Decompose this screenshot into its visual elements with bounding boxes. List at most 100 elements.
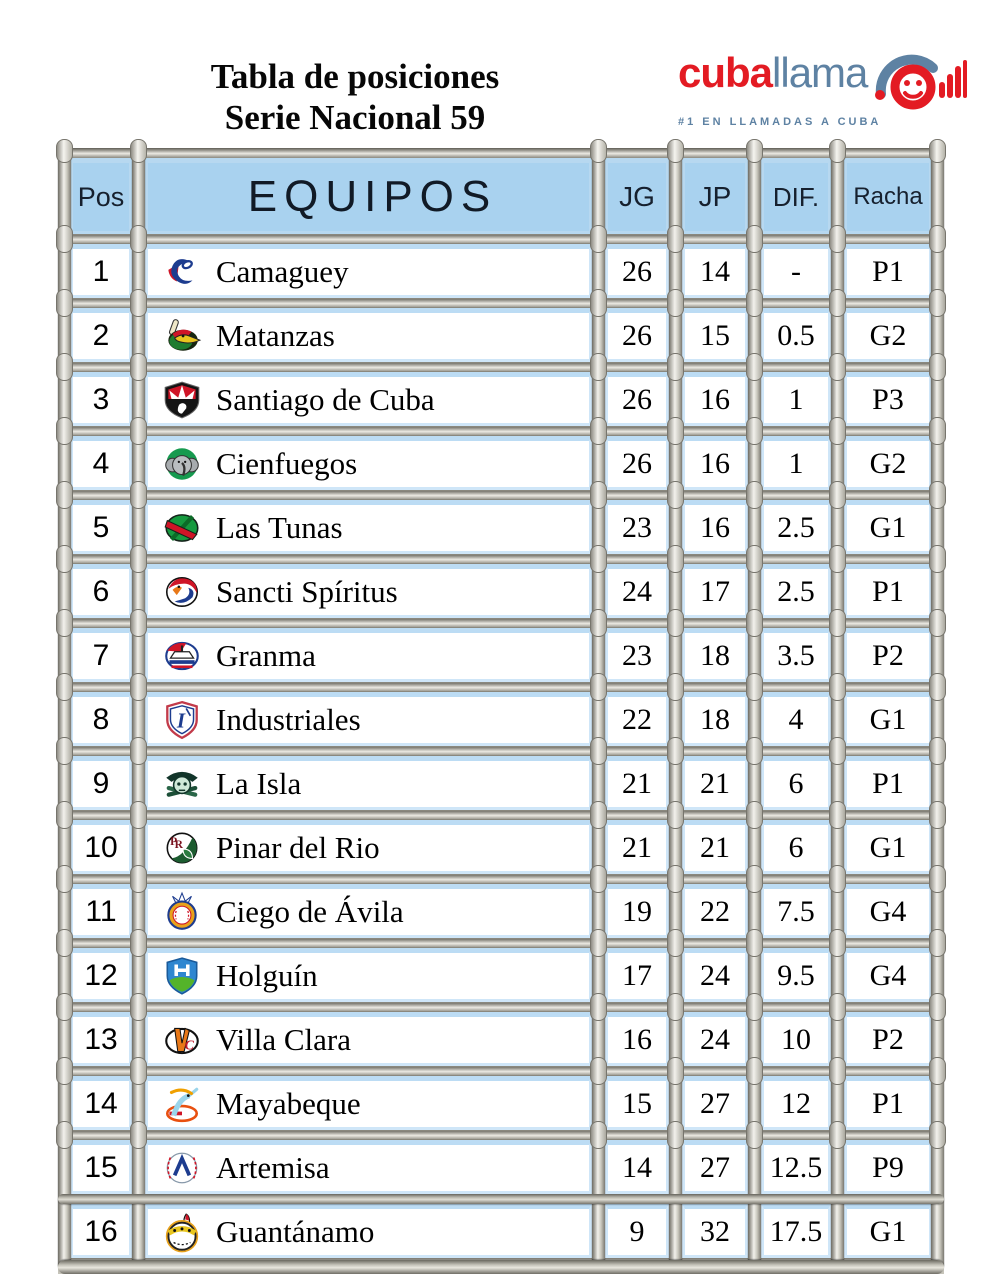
cuballama-smiley-icon: [875, 54, 968, 110]
jp-value: 27: [700, 1151, 730, 1184]
title-line1: Tabla de posiciones: [210, 57, 500, 96]
row-separator: [58, 490, 944, 500]
table-row: 13 C Villa Clara 16 24 10 P2: [70, 1012, 932, 1066]
team-name: Granma: [216, 638, 316, 673]
pos-value: 7: [92, 639, 110, 672]
team-name: Artemisa: [216, 1150, 330, 1185]
jp-value: 14: [700, 255, 730, 288]
jp-value: 22: [700, 895, 730, 928]
dif-value: 3.5: [777, 639, 815, 672]
pos-value: 9: [92, 767, 110, 800]
jg-value: 21: [622, 767, 652, 800]
header-pos: Pos: [77, 181, 125, 212]
jp-value: 16: [700, 383, 730, 416]
villaclara-logo-icon: C: [165, 1027, 199, 1055]
dif-value: 2.5: [777, 511, 815, 544]
jg-value: 26: [622, 319, 652, 352]
cuballama-wordmark: cuballama: [678, 49, 868, 97]
dif-value: 10: [781, 1023, 811, 1056]
pos-value: 8: [92, 703, 110, 736]
table-header-row: Pos EQUIPOS JG JP DIF. Racha: [70, 158, 932, 234]
jp-value: 18: [700, 703, 730, 736]
racha-value: P1: [872, 255, 904, 288]
jp-value: 16: [700, 447, 730, 480]
jg-value: 15: [622, 1087, 652, 1120]
wordmark-llama: llama: [772, 49, 868, 96]
frame-top-bar: [58, 148, 944, 158]
frame-pipe: [130, 139, 147, 1268]
svg-text:I: I: [176, 708, 186, 732]
holguin-logo-icon: [166, 957, 198, 995]
guantanamo-logo-icon: [165, 1213, 199, 1253]
team-name: Matanzas: [216, 318, 335, 353]
jg-value: 22: [622, 703, 652, 736]
pos-value: 15: [84, 1151, 118, 1184]
table-row: 4 Cienfuegos 26 16 1 G2: [70, 436, 932, 490]
jp-value: 24: [700, 1023, 730, 1056]
racha-value: G4: [869, 959, 907, 992]
frame-pipe: [829, 139, 846, 1268]
racha-value: P2: [872, 639, 904, 672]
racha-value: G1: [869, 1215, 907, 1248]
jp-value: 21: [700, 767, 730, 800]
row-separator: [58, 234, 944, 244]
team-name: Santiago de Cuba: [216, 382, 435, 417]
jp-value: 16: [700, 511, 730, 544]
dif-value: 6: [788, 831, 804, 864]
jp-value: 18: [700, 639, 730, 672]
racha-value: P9: [872, 1151, 904, 1184]
team-name: La Isla: [216, 766, 302, 801]
wordmark-cuba: cuba: [678, 49, 773, 96]
racha-value: P3: [872, 383, 904, 416]
row-separator-thick: [58, 1194, 944, 1204]
row-separator: [58, 1002, 944, 1012]
page-title: Tabla de posiciones Serie Nacional 59: [128, 56, 582, 138]
sancti-spiritus-logo-icon: [165, 577, 199, 607]
pos-value: 5: [92, 511, 110, 544]
table-row: 14 Mayabeque 15 27 12 P1: [70, 1076, 932, 1130]
table-row: 7 Granma 23 18 3.5 P2: [70, 628, 932, 682]
pos-value: 16: [84, 1215, 118, 1248]
jg-value: 16: [622, 1023, 652, 1056]
table-row: 10 P R Pinar del Rio 21 21 6 G1: [70, 820, 932, 874]
artemisa-logo-icon: [166, 1152, 198, 1184]
dif-value: 7.5: [777, 895, 815, 928]
team-name: Holguín: [216, 958, 318, 993]
header-racha: Racha: [853, 183, 923, 210]
jp-value: 27: [700, 1087, 730, 1120]
mayabeque-logo-icon: [165, 1087, 199, 1123]
svg-text:C: C: [185, 1037, 195, 1052]
racha-value: G1: [869, 831, 907, 864]
table-row: 2 Matanzas 26 15 0.5 G2: [70, 308, 932, 362]
dif-value: 4: [788, 703, 804, 736]
racha-value: G1: [869, 511, 907, 544]
pos-value: 12: [84, 959, 118, 992]
row-separator: [58, 874, 944, 884]
dif-value: 2.5: [777, 575, 815, 608]
brand-tagline: #1 EN LLAMADAS A CUBA: [678, 116, 882, 128]
jg-value: 19: [622, 895, 652, 928]
pos-value: 6: [92, 575, 110, 608]
team-name: Camaguey: [216, 254, 349, 289]
industriales-logo-icon: I: [166, 700, 198, 740]
jg-value: 23: [622, 639, 652, 672]
pos-value: 2: [92, 319, 110, 352]
pos-value: 14: [84, 1087, 118, 1120]
racha-value: P2: [872, 1023, 904, 1056]
granma-logo-icon: [165, 641, 199, 671]
frame-bottom-bar: [58, 1260, 944, 1274]
cienfuegos-logo-icon: [165, 448, 199, 480]
row-separator: [58, 618, 944, 628]
table-row: 15 Artemisa 14 27 12.5 P9: [70, 1140, 932, 1194]
jg-value: 17: [622, 959, 652, 992]
racha-value: P1: [872, 575, 904, 608]
laisla-logo-icon: [166, 771, 198, 797]
pos-value: 4: [92, 447, 110, 480]
jg-value: 24: [622, 575, 652, 608]
team-name: Ciego de Ávila: [216, 894, 404, 929]
row-separator: [58, 1130, 944, 1140]
table-row: 6 Sancti Spíritus 24 17 2.5 P1: [70, 564, 932, 618]
dif-value: 9.5: [777, 959, 815, 992]
racha-value: G2: [869, 447, 907, 480]
lastunas-logo-icon: [164, 514, 199, 542]
